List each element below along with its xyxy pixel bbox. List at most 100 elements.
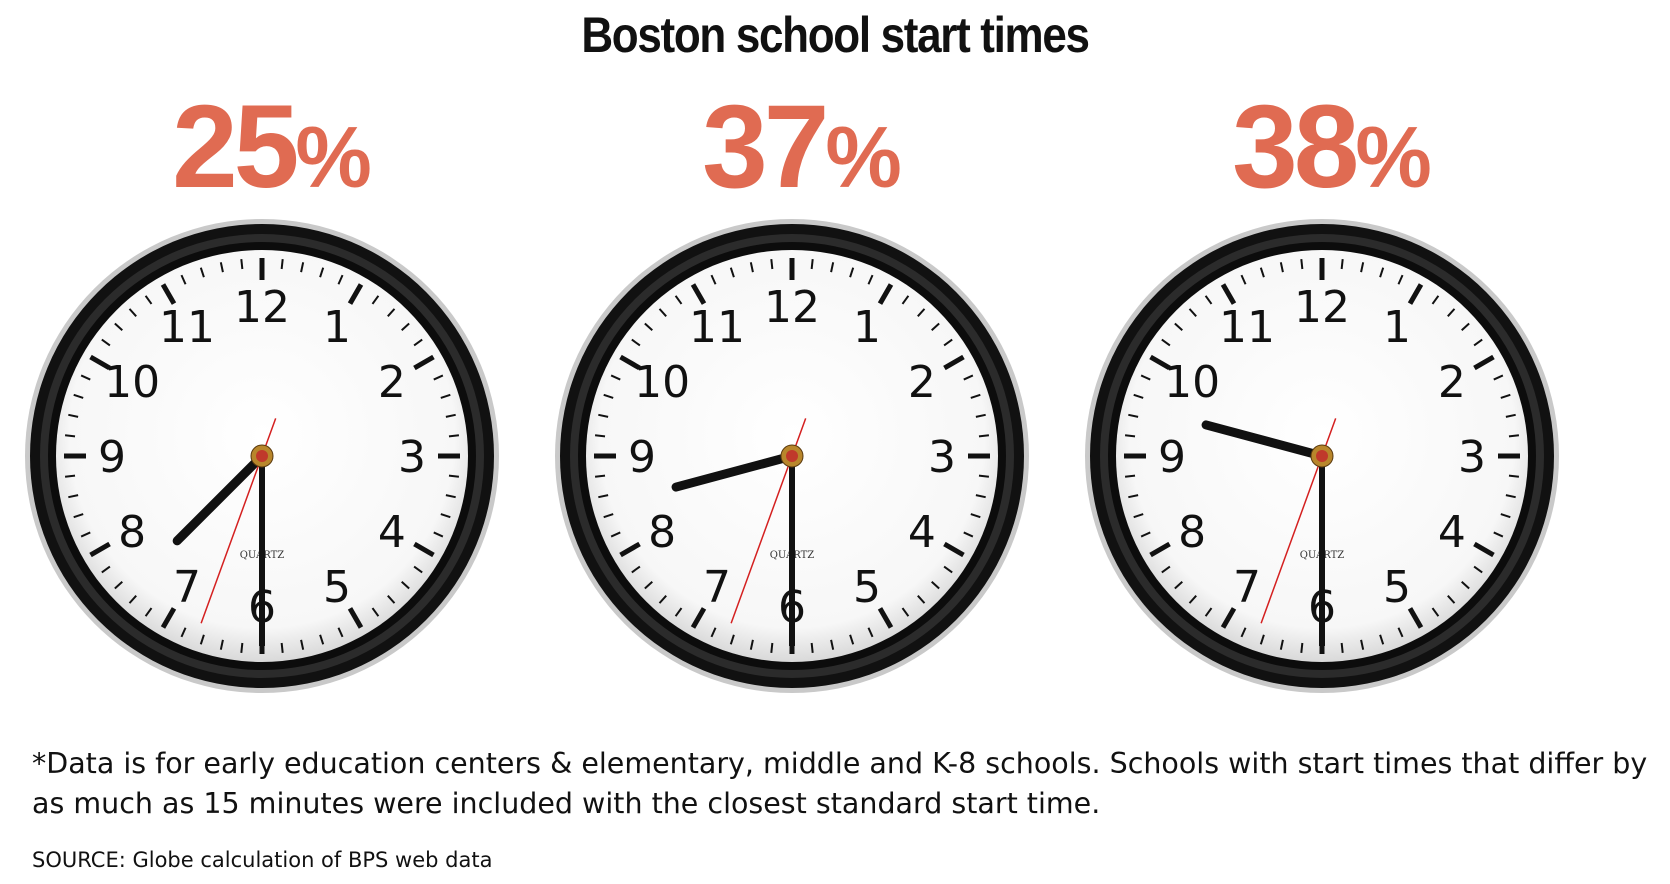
clock-numeral: 5 — [323, 562, 351, 613]
minute-tick — [1161, 565, 1171, 574]
minute-tick — [710, 627, 717, 638]
minute-tick — [337, 627, 344, 638]
hour-tick — [413, 541, 435, 558]
minute-tick — [445, 494, 456, 499]
clock-numeral: 12 — [1294, 282, 1350, 333]
minute-tick — [64, 434, 76, 438]
clock-numeral: 5 — [1383, 562, 1411, 613]
minute-tick — [729, 634, 735, 645]
minute-tick — [658, 308, 667, 317]
minute-tick — [1300, 258, 1304, 270]
minute-tick — [867, 274, 874, 285]
clock-numeral: 2 — [908, 357, 936, 408]
minute-tick — [931, 581, 940, 590]
minute-tick — [749, 639, 754, 650]
clock-numeral: 4 — [1438, 507, 1466, 558]
minute-tick — [68, 413, 79, 418]
minute-tick — [963, 531, 974, 538]
minute-tick — [917, 595, 926, 604]
hour-tick — [1149, 354, 1171, 371]
minute-tick — [770, 258, 774, 270]
hour-tick — [160, 607, 177, 629]
clock-face: 121234567891011QUARTZ — [25, 219, 499, 693]
minute-tick — [101, 565, 111, 574]
clock-group-1: 25% 121234567891011QUARTZ — [12, 88, 532, 728]
minute-tick — [144, 607, 153, 617]
clock-numeral: 1 — [853, 302, 881, 353]
minute-tick — [1204, 607, 1213, 617]
clock-numeral: 12 — [234, 282, 290, 333]
minute-tick — [114, 581, 123, 590]
clock-numeral: 5 — [853, 562, 881, 613]
minute-tick — [240, 258, 244, 270]
minute-tick — [199, 634, 205, 645]
minute-tick — [1500, 393, 1511, 399]
minute-tick — [603, 393, 614, 399]
minute-tick — [1397, 274, 1404, 285]
minute-tick — [1431, 607, 1440, 617]
minute-tick — [1447, 595, 1456, 604]
minute-tick — [1174, 581, 1183, 590]
minute-tick — [180, 627, 187, 638]
minute-tick — [943, 565, 953, 574]
minute-tick — [1461, 581, 1470, 590]
minute-tick — [810, 258, 814, 270]
hour-tick — [1407, 607, 1424, 629]
minute-tick — [73, 393, 84, 399]
hour-tick — [413, 354, 435, 371]
minute-tick — [1124, 474, 1136, 478]
minute-tick — [1340, 642, 1344, 654]
minute-tick — [867, 627, 874, 638]
hour-tick — [1220, 283, 1237, 305]
clock-numeral: 2 — [378, 357, 406, 408]
hour-tick — [690, 283, 707, 305]
minute-tick — [931, 322, 940, 331]
source-note: SOURCE: Globe calculation of BPS web dat… — [32, 848, 493, 872]
minute-tick — [1240, 274, 1247, 285]
hour-tick — [619, 354, 641, 371]
minute-tick — [644, 581, 653, 590]
percent-label: 37% — [702, 81, 902, 213]
minute-tick — [413, 565, 423, 574]
minute-tick — [1128, 494, 1139, 499]
hour-tick — [347, 283, 364, 305]
minute-tick — [80, 531, 91, 538]
minute-tick — [433, 531, 444, 538]
minute-tick — [1259, 267, 1265, 278]
minute-tick — [1140, 374, 1151, 381]
clock-numeral: 4 — [378, 507, 406, 558]
minute-tick — [1505, 494, 1516, 499]
minute-tick — [603, 513, 614, 519]
chart-title: Boston school start times — [581, 7, 1090, 63]
minute-tick — [128, 595, 137, 604]
hour-tick — [1220, 607, 1237, 629]
minute-tick — [1300, 642, 1304, 654]
minute-tick — [180, 274, 187, 285]
footnote: *Data is for early education centers & e… — [32, 747, 1648, 820]
minute-tick — [631, 565, 641, 574]
minute-tick — [674, 607, 683, 617]
minute-tick — [319, 634, 325, 645]
clock-numeral: 9 — [98, 432, 126, 483]
clock-group-3: 38% 121234567891011QUARTZ — [1072, 88, 1592, 728]
minute-tick — [975, 413, 986, 418]
clock-numeral: 8 — [118, 507, 146, 558]
minute-tick — [240, 642, 244, 654]
clock-numeral: 10 — [634, 357, 690, 408]
minute-tick — [387, 595, 396, 604]
minute-tick — [1279, 262, 1284, 273]
minute-tick — [1360, 639, 1365, 650]
clock-numeral: 12 — [764, 282, 820, 333]
minute-tick — [280, 642, 284, 654]
minute-tick — [644, 322, 653, 331]
minute-tick — [830, 639, 835, 650]
minute-tick — [970, 393, 981, 399]
hour-tick — [89, 541, 111, 558]
minute-tick — [849, 267, 855, 278]
minute-tick — [1447, 308, 1456, 317]
minute-tick — [810, 642, 814, 654]
minute-tick — [144, 295, 153, 305]
minute-tick — [610, 374, 621, 381]
minute-tick — [114, 322, 123, 331]
hour-tick — [877, 607, 894, 629]
